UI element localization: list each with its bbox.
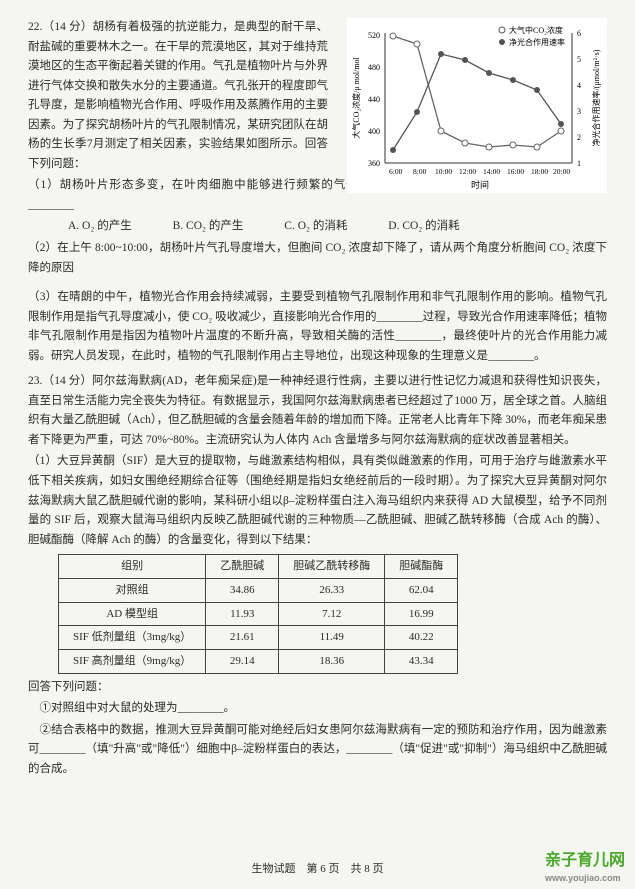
svg-text:2: 2 bbox=[577, 133, 581, 142]
svg-text:18:00: 18:00 bbox=[531, 167, 548, 176]
legend-rate: 净光合作用速率 bbox=[509, 37, 565, 47]
legend-co2: 大气中CO₂浓度 bbox=[509, 25, 563, 35]
q22-choices: A. O₂ 的产生 B. CO₂ 的产生 C. O₂ 的消耗 D. CO₂ 的消… bbox=[68, 217, 607, 237]
choice-b: B. CO₂ 的产生 bbox=[173, 220, 244, 232]
col-ach: 乙酰胆碱 bbox=[206, 555, 279, 579]
chart-svg: 360 400 440 480 520 1 2 3 4 5 6 6:00 8:0… bbox=[347, 18, 607, 193]
q23-sub2: ②结合表格中的数据，推测大豆异黄酮可能对绝经后妇女患阿尔兹海默病有一定的预防和治… bbox=[28, 721, 607, 780]
watermark-sub: www.youjiao.com bbox=[545, 874, 625, 883]
page-footer: 生物试题 第 6 页 共 8 页 bbox=[0, 860, 635, 879]
table-row: 对照组 34.86 26.33 62.04 bbox=[59, 578, 458, 602]
table-row: SIF 高剂量组（9mg/kg） 29.14 18.36 43.34 bbox=[59, 649, 458, 673]
table-row: AD 模型组 11.93 7.12 16.99 bbox=[59, 602, 458, 626]
q22-header: 22.（14 分）胡杨有着极强的抗逆能力，是典型的耐干旱、耐盐碱的重要林木之一。… bbox=[28, 18, 328, 174]
svg-text:16:00: 16:00 bbox=[507, 167, 524, 176]
q22-header-block: 22.（14 分）胡杨有着极强的抗逆能力，是典型的耐干旱、耐盐碱的重要林木之一。… bbox=[28, 18, 328, 174]
q22-sub2: （2）在上午 8:00~10:00，胡杨叶片气孔导度增大，但胞间 CO₂ 浓度却… bbox=[28, 239, 607, 278]
svg-text:大气CO₂浓度/μ mol/mol: 大气CO₂浓度/μ mol/mol bbox=[351, 56, 361, 138]
choice-d: D. CO₂ 的消耗 bbox=[388, 220, 459, 232]
svg-text:440: 440 bbox=[368, 95, 380, 104]
svg-text:12:00: 12:00 bbox=[459, 167, 476, 176]
svg-text:520: 520 bbox=[368, 31, 380, 40]
watermark: 亲子育儿网 www.youjiao.com bbox=[545, 847, 625, 883]
q23-after: 回答下列问题： bbox=[28, 678, 607, 698]
q23-header: 23.（14 分）阿尔兹海默病(AD，老年痴呆症)是一种神经退行性病，主要以进行… bbox=[28, 372, 607, 450]
svg-text:360: 360 bbox=[368, 159, 380, 168]
choice-a: A. O₂ 的产生 bbox=[68, 220, 132, 232]
svg-text:14:00: 14:00 bbox=[483, 167, 500, 176]
q23-sub1: ①对照组中对大鼠的处理为________。 bbox=[28, 699, 607, 719]
svg-text:4: 4 bbox=[577, 81, 581, 90]
svg-text:6: 6 bbox=[577, 29, 581, 38]
table-row: SIF 低剂量组（3mg/kg） 21.61 11.49 40.22 bbox=[59, 626, 458, 650]
col-chat: 胆碱乙酰转移酶 bbox=[279, 555, 385, 579]
ach-table: 组别 乙酰胆碱 胆碱乙酰转移酶 胆碱酯酶 对照组 34.86 26.33 62.… bbox=[58, 554, 458, 673]
svg-text:1: 1 bbox=[577, 159, 581, 168]
co2-chart: 360 400 440 480 520 1 2 3 4 5 6 6:00 8:0… bbox=[347, 18, 607, 193]
svg-text:6:00: 6:00 bbox=[389, 167, 403, 176]
svg-text:20:00: 20:00 bbox=[553, 167, 570, 176]
question-23: 23.（14 分）阿尔兹海默病(AD，老年痴呆症)是一种神经退行性病，主要以进行… bbox=[28, 372, 607, 779]
col-group: 组别 bbox=[59, 555, 206, 579]
q23-p2: （1）大豆异黄酮（SIF）是大豆的提取物，与雌激素结构相似，具有类似雌激素的作用… bbox=[28, 452, 607, 550]
q22-sub3: （3）在晴朗的中午，植物光合作用会持续减弱，主要受到植物气孔限制作用和非气孔限制… bbox=[28, 288, 607, 366]
watermark-main: 亲子育儿网 bbox=[545, 852, 625, 869]
svg-text:8:00: 8:00 bbox=[413, 167, 427, 176]
svg-text:3: 3 bbox=[577, 107, 581, 116]
choice-c: C. O₂ 的消耗 bbox=[284, 220, 347, 232]
svg-text:10:00: 10:00 bbox=[435, 167, 452, 176]
svg-text:净光合作用速率/(μmol/m²·s): 净光合作用速率/(μmol/m²·s) bbox=[591, 49, 601, 146]
svg-text:5: 5 bbox=[577, 55, 581, 64]
svg-text:时间: 时间 bbox=[471, 179, 489, 190]
col-che: 胆碱酯酶 bbox=[385, 555, 458, 579]
svg-text:480: 480 bbox=[368, 63, 380, 72]
question-22: 22.（14 分）胡杨有着极强的抗逆能力，是典型的耐干旱、耐盐碱的重要林木之一。… bbox=[28, 18, 607, 174]
table-header-row: 组别 乙酰胆碱 胆碱乙酰转移酶 胆碱酯酶 bbox=[59, 555, 458, 579]
svg-text:400: 400 bbox=[368, 127, 380, 136]
